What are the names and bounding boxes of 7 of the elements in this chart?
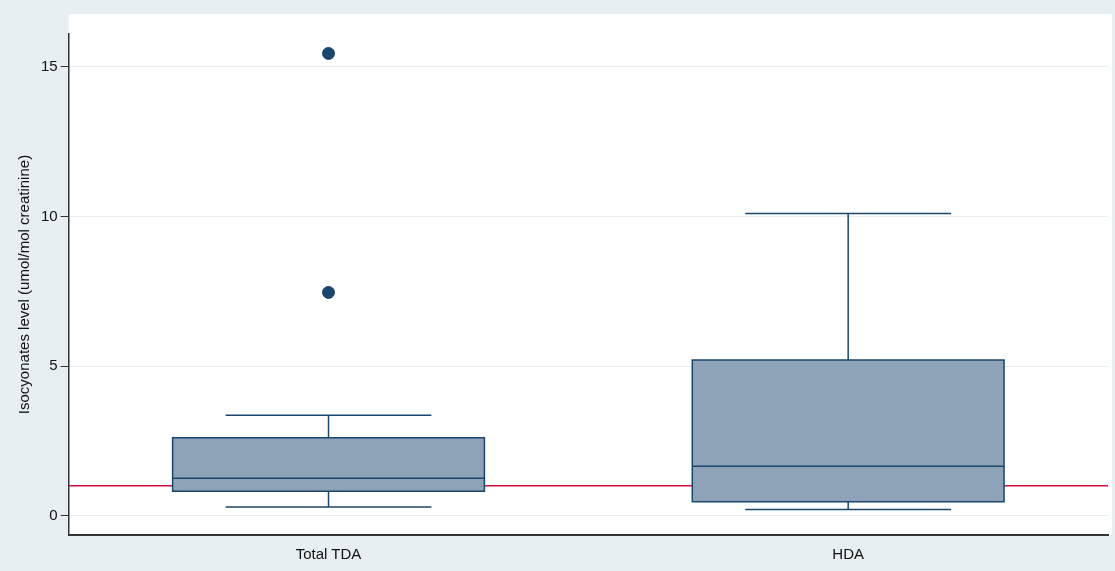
x-tick-label: HDA <box>832 545 865 563</box>
y-tick-label: 15 <box>41 57 58 75</box>
y-tick-label: 5 <box>49 356 58 374</box>
x-tick-label: Total TDA <box>295 545 362 563</box>
y-tick-label: 10 <box>41 206 58 224</box>
y-axis-title: Isocyonates level (umol/mol creatinine) <box>15 154 33 415</box>
y-tick-label: 0 <box>49 505 58 523</box>
